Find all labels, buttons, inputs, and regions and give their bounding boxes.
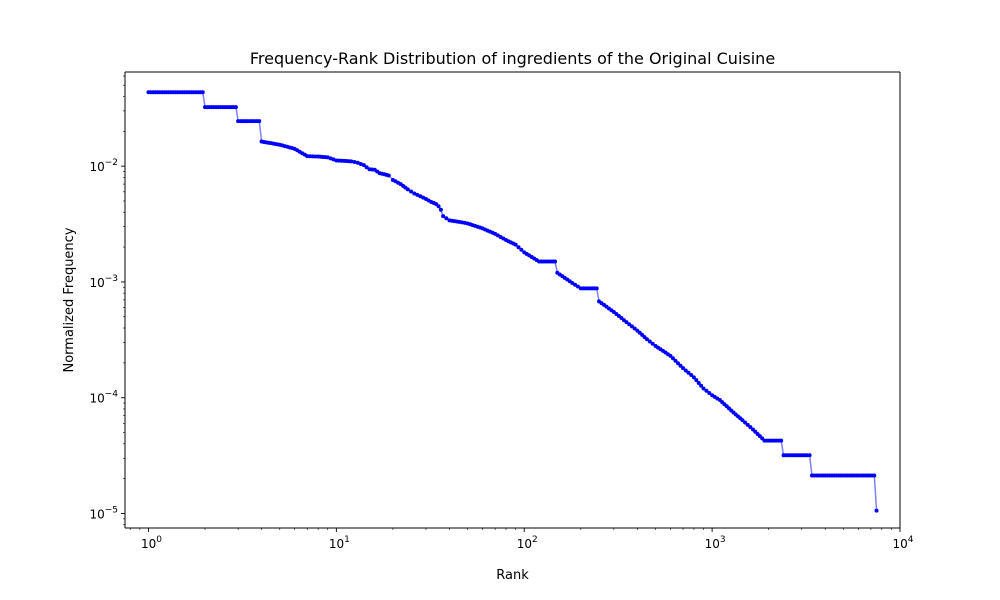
data-point [686,370,691,375]
data-point [516,245,521,250]
data-point [647,339,652,344]
data-point [701,386,706,391]
data-point [415,192,420,197]
data-point [352,160,357,165]
data-point [412,191,417,196]
y-tick-label: 10−5 [89,506,118,522]
x-tick-label: 102 [517,535,538,551]
data-point [678,363,683,368]
data-point [779,438,784,443]
chart-title: Frequency-Rank Distribution of ingredien… [250,49,775,68]
data-point [594,286,599,291]
data-point [748,425,753,430]
data-point [745,422,750,427]
data-point [570,280,575,285]
data-point [200,90,205,95]
data-point [694,378,699,383]
data-point [629,324,634,329]
data-point [743,420,748,425]
data-point [668,353,673,358]
data-point [627,322,632,327]
plot-area [125,72,900,528]
data-point [513,242,518,247]
data-point [632,326,637,331]
data-point [364,165,369,170]
data-point [807,453,812,458]
y-tick-label: 10−3 [89,274,118,290]
data-point [874,508,879,513]
x-axis-title: Rank [496,568,529,583]
data-point [707,391,712,396]
data-point [683,368,688,373]
data-point [436,204,441,209]
data-point [386,173,391,178]
data-point [650,341,655,346]
data-point [691,375,696,380]
data-point [704,388,709,393]
major-ticks: 100 101 102 103 104 10−2 10−3 10−4 10−5 [89,158,913,551]
data-point [740,418,745,423]
x-tick-label: 103 [705,535,726,551]
data-point [675,361,680,366]
data-point [696,380,701,385]
data-point [553,259,558,264]
data-point [409,189,414,194]
data-point [624,320,629,325]
data-point [444,216,449,221]
data-point [358,161,363,166]
x-tick-label: 100 [141,535,162,551]
data-point [573,282,578,287]
data-point [689,373,694,378]
data-point [670,356,675,361]
data-point [233,105,238,110]
data-point [644,337,649,342]
plot-frame [124,71,901,529]
data-point [441,214,446,219]
x-tick-label: 101 [329,535,350,551]
data-point [257,119,262,124]
y-tick-label: 10−2 [89,158,118,174]
data-point [361,163,366,168]
y-tick-label: 10−4 [89,390,118,406]
data-point [681,366,686,371]
data-point [575,284,580,289]
series-layer [146,90,879,513]
data-point [699,383,704,388]
x-tick-label: 104 [892,535,913,551]
y-axis-title: Normalized Frequency [62,227,77,372]
data-point [405,187,410,192]
data-point [519,247,524,252]
data-point [872,473,877,478]
data-point [355,160,360,165]
data-point [349,159,354,164]
data-point [438,207,443,212]
data-point [673,358,678,363]
